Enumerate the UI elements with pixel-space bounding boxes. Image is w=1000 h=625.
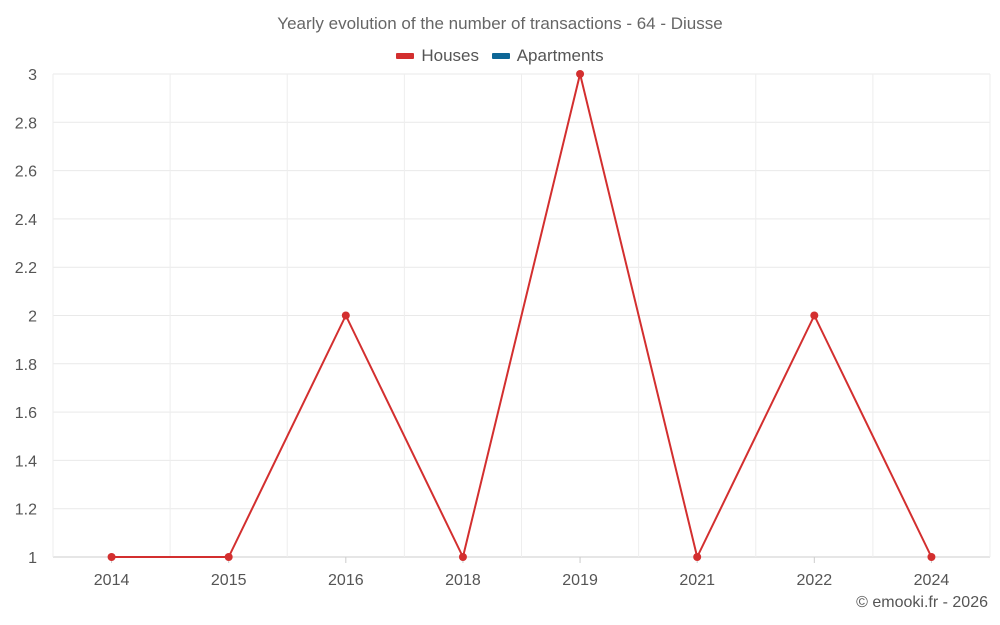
series bbox=[107, 70, 936, 561]
legend-label-houses: Houses bbox=[421, 46, 479, 65]
y-tick-label: 1.8 bbox=[15, 357, 37, 374]
data-point bbox=[576, 70, 585, 78]
x-tick-label: 2015 bbox=[211, 572, 247, 589]
y-tick-label: 1.4 bbox=[15, 453, 37, 470]
x-tick-label: 2019 bbox=[562, 572, 598, 589]
credit-text: © emooki.fr - 2026 bbox=[856, 594, 988, 611]
x-tick-label: 2018 bbox=[445, 572, 481, 589]
y-tick-label: 1.6 bbox=[15, 405, 37, 422]
y-tick-label: 2.8 bbox=[15, 115, 37, 132]
x-tick-label: 2021 bbox=[679, 572, 715, 589]
legend-item-apartments[interactable]: Apartments bbox=[491, 46, 604, 66]
x-tick-label: 2024 bbox=[914, 572, 950, 589]
y-tick-label: 2 bbox=[28, 309, 37, 326]
legend-label-apartments: Apartments bbox=[516, 46, 604, 65]
series-line-houses bbox=[111, 73, 933, 558]
y-tick-label: 2.2 bbox=[15, 260, 37, 277]
axes: 1 1.2 1.4 1.6 1.8 2 2.2 2.4 2.6 2.8 3 2014 2015 2016 2… bbox=[15, 67, 950, 589]
y-tick-label: 1 bbox=[28, 550, 37, 567]
data-point bbox=[107, 553, 116, 561]
legend: Houses Apartments bbox=[0, 44, 1000, 66]
data-point bbox=[693, 553, 702, 561]
y-tick-label: 2.4 bbox=[15, 212, 37, 229]
x-tick-label: 2014 bbox=[94, 572, 130, 589]
chart-title: Yearly evolution of the number of transa… bbox=[277, 14, 723, 33]
y-tick-label: 1.2 bbox=[15, 502, 37, 519]
legend-swatch-houses bbox=[396, 53, 415, 59]
y-tick-label: 3 bbox=[28, 67, 37, 84]
data-point bbox=[341, 311, 350, 320]
legend-item-houses[interactable]: Houses bbox=[396, 46, 479, 66]
x-tick-label: 2022 bbox=[797, 572, 833, 589]
data-point bbox=[927, 553, 936, 561]
x-tick-label: 2016 bbox=[328, 572, 364, 589]
legend-swatch-apartments bbox=[491, 53, 510, 59]
data-point bbox=[810, 311, 819, 320]
data-point bbox=[458, 553, 467, 561]
y-tick-label: 2.6 bbox=[15, 164, 37, 181]
data-point bbox=[224, 553, 233, 561]
